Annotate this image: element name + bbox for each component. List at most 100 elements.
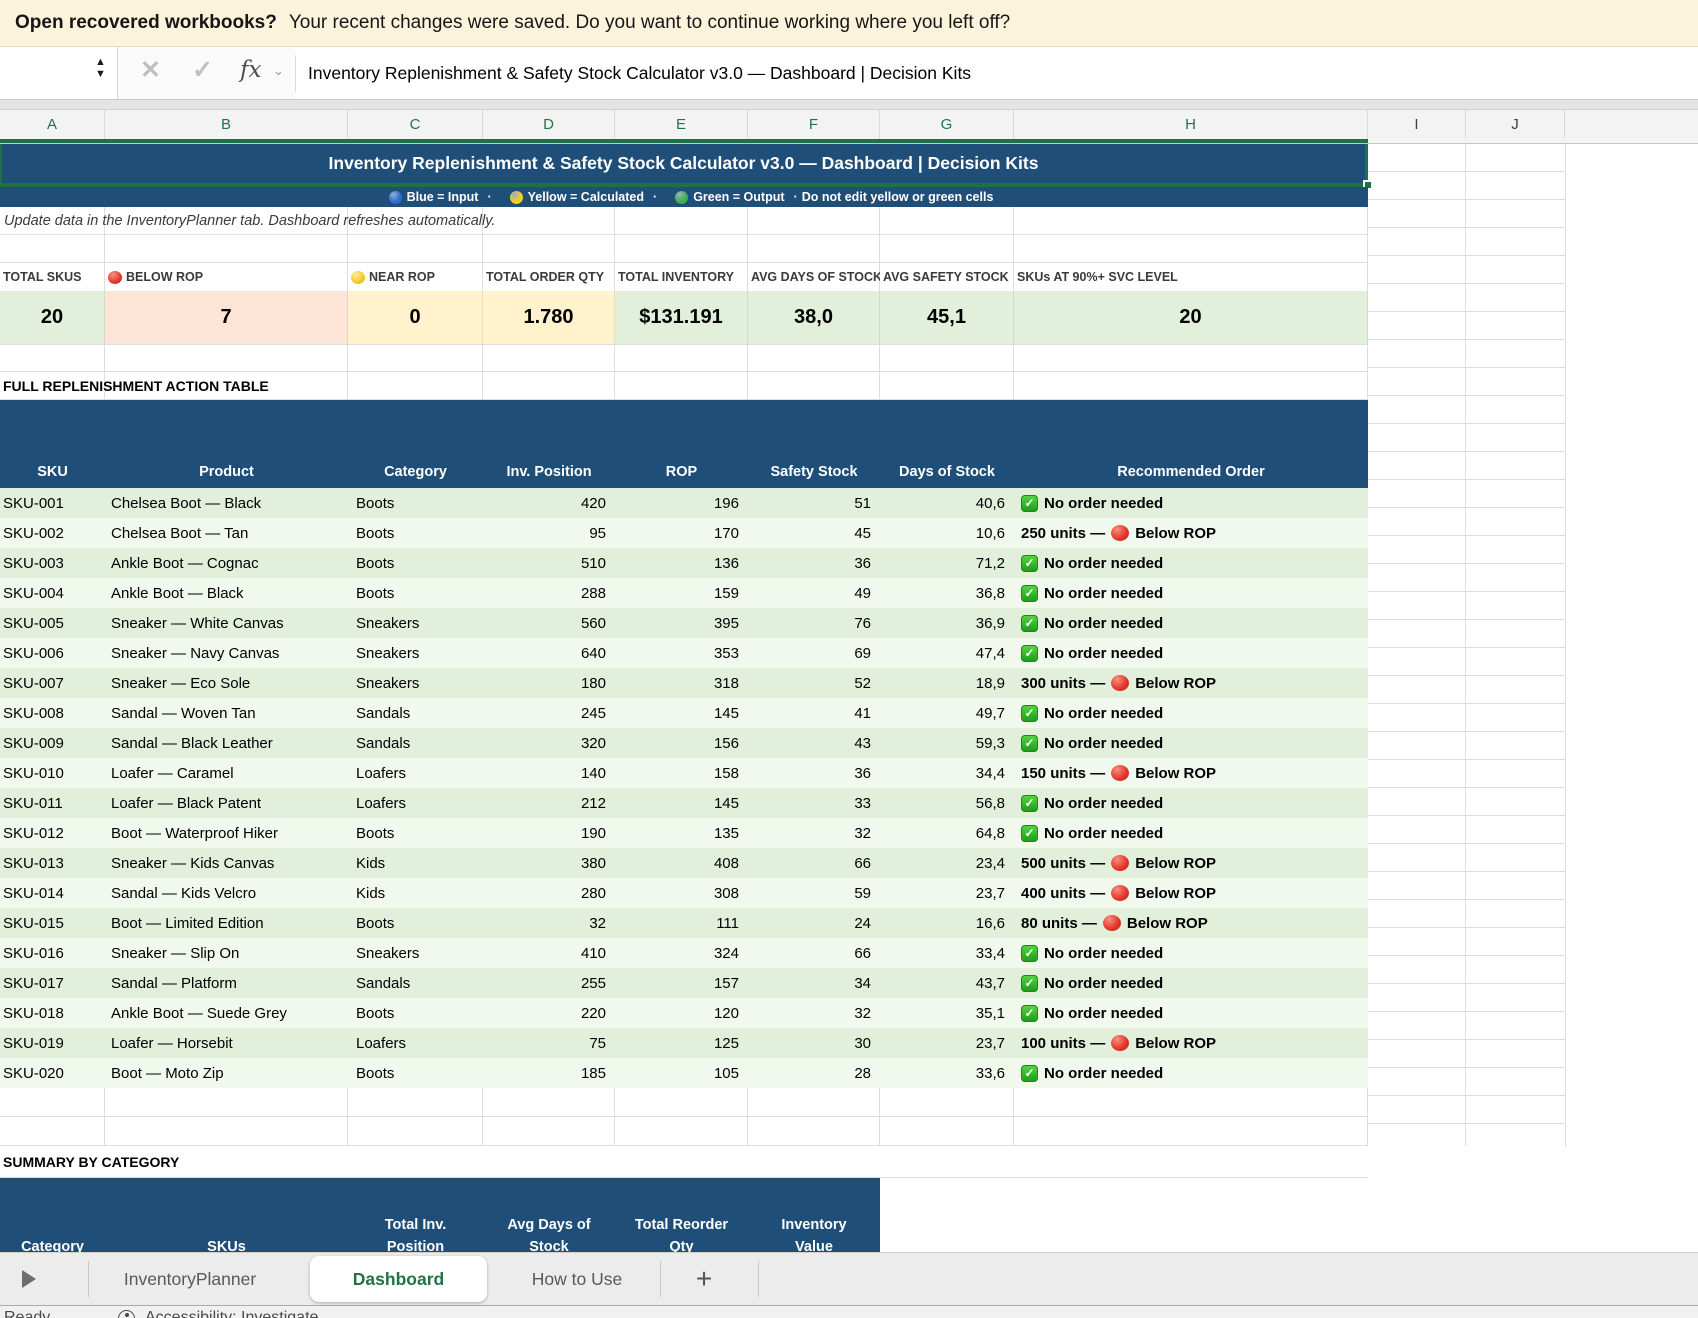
cancel-icon[interactable]: ✕	[140, 56, 161, 84]
cell-sku[interactable]: SKU-003	[3, 554, 64, 572]
cell-days-of-stock[interactable]: 10,6	[975, 524, 1005, 542]
cell-recommended-order[interactable]: ✓ No order needed	[1014, 1064, 1368, 1082]
cell-sku[interactable]: SKU-013	[3, 854, 64, 872]
cell-safety-stock[interactable]: 69	[854, 644, 871, 662]
cell-product[interactable]: Ankle Boot — Black	[111, 584, 244, 602]
cell-recommended-order[interactable]: ✓ No order needed	[1014, 584, 1368, 602]
kpi-label-cell[interactable]: SKUs AT 90%+ SVC LEVEL	[1014, 263, 1368, 291]
cell-recommended-order[interactable]: ✓ No order needed	[1014, 824, 1368, 842]
cell-product[interactable]: Sandal — Woven Tan	[111, 704, 256, 722]
accessibility-icon[interactable]	[118, 1310, 135, 1318]
cell-inv-position[interactable]: 190	[580, 824, 606, 842]
empty-row[interactable]	[0, 345, 1368, 372]
cell-days-of-stock[interactable]: 16,6	[975, 914, 1005, 932]
cell-rop[interactable]: 353	[713, 644, 739, 662]
column-header-d[interactable]: D	[483, 110, 615, 139]
kpi-label-cell[interactable]: AVG DAYS OF STOCK	[748, 263, 880, 291]
tab-dashboard[interactable]: Dashboard	[310, 1256, 487, 1302]
name-box-stepper[interactable]: ▲ ▼	[95, 56, 106, 80]
cell-safety-stock[interactable]: 66	[854, 854, 871, 872]
note-row[interactable]: Update data in the InventoryPlanner tab.…	[0, 207, 1368, 235]
cell-recommended-order[interactable]: ✓ No order needed	[1014, 1004, 1368, 1022]
cell-recommended-order[interactable]: ✓ No order needed	[1014, 974, 1368, 992]
kpi-label-cell[interactable]: TOTAL ORDER QTY	[483, 263, 615, 291]
cell-category[interactable]: Kids	[356, 884, 386, 902]
cell-safety-stock[interactable]: 45	[854, 524, 871, 542]
cell-rop[interactable]: 158	[713, 764, 739, 782]
cell-category[interactable]: Sandals	[356, 704, 411, 722]
cell-category[interactable]: Boots	[356, 494, 395, 512]
cell-safety-stock[interactable]: 24	[854, 914, 871, 932]
cell-sku[interactable]: SKU-018	[3, 1004, 64, 1022]
column-header-i[interactable]: I	[1368, 110, 1466, 139]
cell-category[interactable]: Boots	[356, 1064, 395, 1082]
cell-safety-stock[interactable]: 41	[854, 704, 871, 722]
cell-safety-stock[interactable]: 52	[854, 674, 871, 692]
cell-category[interactable]: Boots	[356, 824, 395, 842]
cell-rop[interactable]: 324	[713, 944, 739, 962]
sheet-title-cell[interactable]: Inventory Replenishment & Safety Stock C…	[0, 144, 1368, 183]
cell-safety-stock[interactable]: 43	[854, 734, 871, 752]
legend-row[interactable]: Blue = Input · Yellow = Calculated · Green =…	[0, 187, 1368, 207]
cell-category[interactable]: Loafers	[356, 764, 407, 782]
cell-safety-stock[interactable]: 33	[854, 794, 871, 812]
cell-days-of-stock[interactable]: 59,3	[975, 734, 1005, 752]
cell-rop[interactable]: 145	[713, 704, 739, 722]
cell-rop[interactable]: 408	[713, 854, 739, 872]
cell-sku[interactable]: SKU-011	[3, 794, 63, 812]
kpi-value-cell[interactable]: 20	[0, 291, 105, 345]
kpi-label-cell[interactable]: BELOW ROP	[105, 263, 348, 291]
formula-input[interactable]: Inventory Replenishment & Safety Stock C…	[296, 47, 1698, 99]
cell-sku[interactable]: SKU-009	[3, 734, 64, 752]
kpi-value-cell[interactable]: $131.191	[615, 291, 748, 345]
cell-inv-position[interactable]: 212	[580, 794, 606, 812]
table-header-inv-position[interactable]: Inv. Position	[506, 464, 592, 480]
cell-product[interactable]: Sneaker — White Canvas	[111, 614, 284, 632]
cell-safety-stock[interactable]: 32	[854, 824, 871, 842]
cell-days-of-stock[interactable]: 23,7	[975, 1034, 1005, 1052]
cell-safety-stock[interactable]: 34	[854, 974, 871, 992]
cell-category[interactable]: Loafers	[356, 1034, 407, 1052]
cell-recommended-order[interactable]: ✓ No order needed	[1014, 734, 1368, 752]
cell-days-of-stock[interactable]: 35,1	[975, 1004, 1005, 1022]
cell-category[interactable]: Boots	[356, 524, 395, 542]
summary-header-category[interactable]: Category	[0, 1214, 105, 1252]
cell-recommended-order[interactable]: 500 units — Below ROP	[1014, 855, 1368, 872]
summary-header-skus[interactable]: SKUs	[105, 1214, 348, 1252]
cell-inv-position[interactable]: 180	[580, 674, 606, 692]
kpi-label-cell[interactable]: NEAR ROP	[348, 263, 483, 291]
cell-category[interactable]: Boots	[356, 584, 395, 602]
cell-recommended-order[interactable]: ✓ No order needed	[1014, 494, 1368, 512]
cell-days-of-stock[interactable]: 71,2	[975, 554, 1005, 572]
cell-recommended-order[interactable]: 250 units — Below ROP	[1014, 525, 1368, 542]
table-header-recommended-order[interactable]: Recommended Order	[1117, 464, 1265, 480]
kpi-value-cell[interactable]: 45,1	[880, 291, 1014, 345]
cell-recommended-order[interactable]: ✓ No order needed	[1014, 944, 1368, 962]
cell-days-of-stock[interactable]: 36,8	[975, 584, 1005, 602]
cell-rop[interactable]: 125	[713, 1034, 739, 1052]
cell-category[interactable]: Kids	[356, 854, 386, 872]
cell-inv-position[interactable]: 140	[580, 764, 606, 782]
cell-inv-position[interactable]: 410	[580, 944, 606, 962]
enter-icon[interactable]: ✓	[192, 56, 213, 84]
cell-sku[interactable]: SKU-014	[3, 884, 64, 902]
empty-row[interactable]	[0, 1088, 1368, 1117]
column-header-h[interactable]: H	[1014, 110, 1368, 139]
cell-days-of-stock[interactable]: 36,9	[975, 614, 1005, 632]
column-header-f[interactable]: F	[748, 110, 880, 139]
cell-sku[interactable]: SKU-016	[3, 944, 64, 962]
cell-rop[interactable]: 105	[713, 1064, 739, 1082]
cell-rop[interactable]: 196	[713, 494, 739, 512]
cell-category[interactable]: Sneakers	[356, 644, 420, 662]
cell-inv-position[interactable]: 320	[580, 734, 606, 752]
cell-safety-stock[interactable]: 49	[854, 584, 871, 602]
insert-function-icon[interactable]: fx	[240, 57, 262, 83]
column-header-j[interactable]: J	[1466, 110, 1565, 139]
cell-product[interactable]: Loafer — Horsebit	[111, 1034, 233, 1052]
cell-safety-stock[interactable]: 36	[854, 764, 871, 782]
cell-inv-position[interactable]: 380	[580, 854, 606, 872]
cell-category[interactable]: Sneakers	[356, 944, 420, 962]
cell-recommended-order[interactable]: ✓ No order needed	[1014, 644, 1368, 662]
cell-sku[interactable]: SKU-004	[3, 584, 64, 602]
cell-rop[interactable]: 156	[713, 734, 739, 752]
